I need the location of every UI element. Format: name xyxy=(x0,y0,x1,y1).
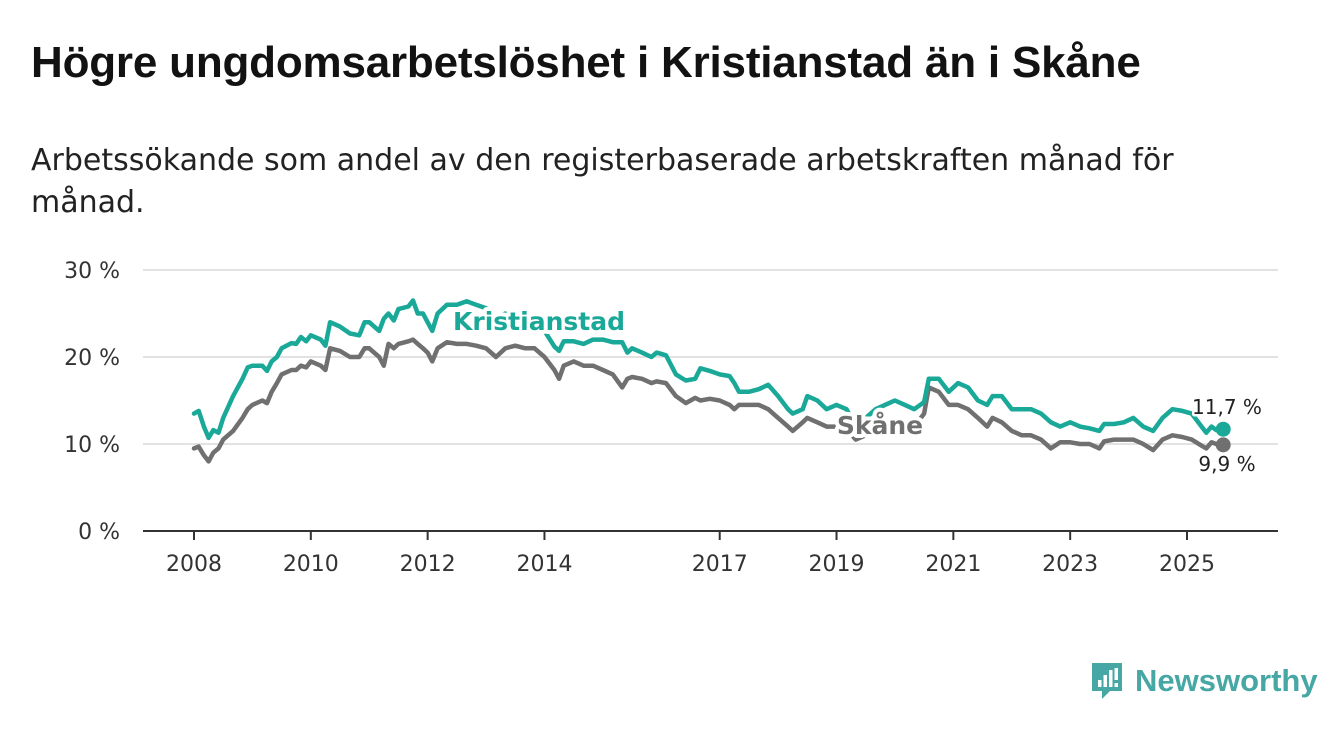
series-label: Kristianstad xyxy=(453,307,625,336)
series-label-halo: Kristianstad xyxy=(453,307,625,336)
end-value-label-halo: 9,9 % xyxy=(1198,452,1255,476)
x-tick-label: 2014 xyxy=(516,552,572,577)
y-tick-label: 10 % xyxy=(64,433,120,458)
x-tick-label: 2021 xyxy=(925,552,981,577)
end-value-label: 9,9 % xyxy=(1198,452,1255,476)
y-tick-label: 30 % xyxy=(64,259,120,284)
end-value-label-halo: 11,7 % xyxy=(1192,395,1262,419)
series-line-kristianstad xyxy=(191,298,1226,441)
x-tick-label: 2025 xyxy=(1159,552,1215,577)
y-tick-label: 0 % xyxy=(78,520,120,545)
newsworthy-logo-icon xyxy=(1092,663,1122,699)
y-tick-label: 20 % xyxy=(64,346,120,371)
series-line-skåne xyxy=(191,337,1226,464)
x-tick-label: 2012 xyxy=(400,552,456,577)
newsworthy-logo-text: Newsworthy xyxy=(1135,663,1318,698)
series-label-halo: Skåne xyxy=(837,411,923,440)
x-tick-label: 2023 xyxy=(1042,552,1098,577)
newsworthy-logo[interactable]: Newsworthy xyxy=(1089,660,1318,702)
x-tick-label: 2019 xyxy=(809,552,865,577)
end-value-label: 11,7 % xyxy=(1192,395,1262,419)
chart-subtitle: Arbetssökande som andel av den registerb… xyxy=(31,143,1174,220)
series-label: Skåne xyxy=(837,411,923,440)
x-tick-label: 2010 xyxy=(283,552,339,577)
series-endpoint xyxy=(1215,421,1231,437)
x-tick-label: 2017 xyxy=(692,552,748,577)
chart-title: Högre ungdomsarbetslöshet i Kristianstad… xyxy=(31,38,1141,87)
series-endpoint xyxy=(1215,437,1231,453)
x-tick-label: 2008 xyxy=(166,552,222,577)
